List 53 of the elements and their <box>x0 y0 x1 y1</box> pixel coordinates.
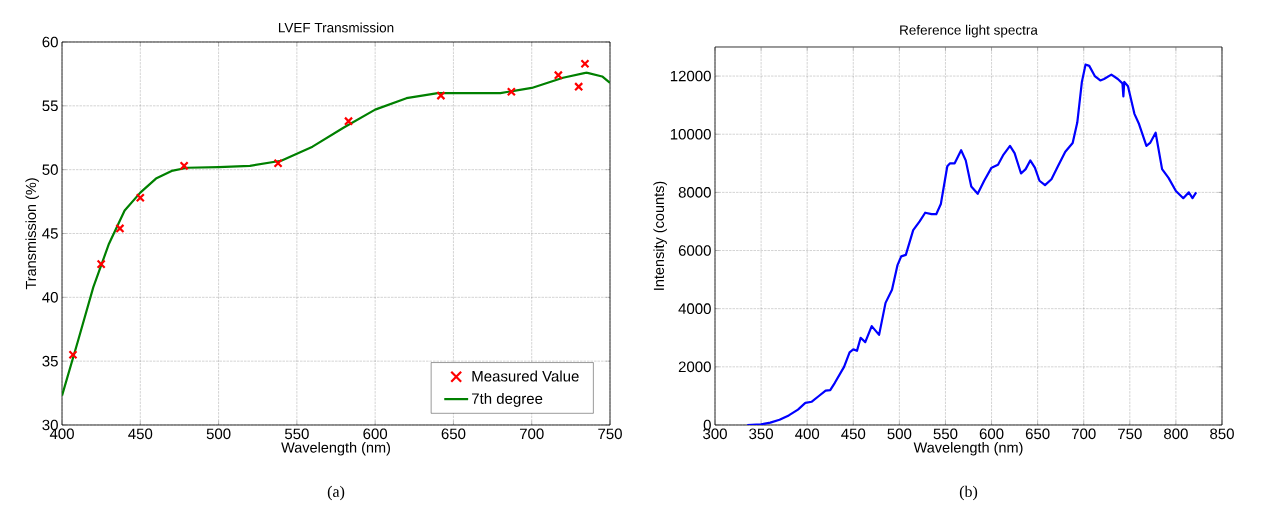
point <box>179 161 189 171</box>
x-tick-label: 450 <box>128 428 153 440</box>
x-tick-label: 800 <box>1164 428 1188 440</box>
y-tick-label: 40 <box>42 292 58 303</box>
point <box>273 158 283 168</box>
x-tick-label: 350 <box>749 428 774 440</box>
y-tick-label: 8000 <box>678 187 711 198</box>
point <box>96 259 106 269</box>
point <box>574 82 584 92</box>
point <box>436 90 446 101</box>
x-tick-label: 600 <box>363 428 388 440</box>
y-tick-label: 10000 <box>670 128 711 140</box>
y-axis-title: Intensity (counts) <box>653 181 667 290</box>
y-tick-label: 55 <box>42 100 58 112</box>
legend-label: Measured Value <box>472 370 579 382</box>
y-axis-title: Transmission (%) <box>25 178 39 290</box>
point <box>580 59 590 69</box>
text: (a) <box>327 485 345 501</box>
y-tick-label: 50 <box>42 164 58 175</box>
text: (b) <box>959 485 978 501</box>
legend-label: 7th degree <box>472 392 543 407</box>
point <box>553 70 563 80</box>
y-tick-label: 12000 <box>670 70 711 82</box>
x-tick-label: 550 <box>284 428 309 440</box>
x-tick-label: 700 <box>1071 428 1096 440</box>
x-tick-label: 750 <box>1118 428 1142 440</box>
x-tick-label: 550 <box>933 428 958 440</box>
y-tick-label: 35 <box>42 355 58 367</box>
x-tick-label: 500 <box>206 428 231 440</box>
y-tick-label: 2000 <box>678 361 711 373</box>
point <box>68 350 78 360</box>
line-series <box>746 63 1198 425</box>
x-tick-label: 650 <box>441 428 466 440</box>
point <box>115 223 125 234</box>
x-tick-label: 700 <box>519 428 544 440</box>
x-tick-label: 400 <box>795 428 820 440</box>
y-tick-label: 60 <box>42 36 58 48</box>
point <box>506 87 516 97</box>
x-tick-label: 650 <box>1025 428 1050 440</box>
x-axis-title: Wavelength (nm) <box>281 442 391 456</box>
chart-title: LVEF Transmission <box>278 22 394 33</box>
point <box>135 193 145 203</box>
y-tick-label: 4000 <box>678 303 711 314</box>
point <box>343 116 354 126</box>
x-tick-label: 450 <box>841 428 866 440</box>
x-tick-label: 750 <box>598 428 622 440</box>
x-tick-label: 850 <box>1210 428 1234 440</box>
y-tick-label: 6000 <box>678 245 711 256</box>
chart-title: Reference light spectra <box>900 24 1038 38</box>
x-axis-title: Wavelength (nm) <box>913 442 1023 456</box>
x-tick-label: 600 <box>979 428 1004 440</box>
y-tick-label: 45 <box>42 228 58 239</box>
x-tick-label: 500 <box>887 428 912 440</box>
